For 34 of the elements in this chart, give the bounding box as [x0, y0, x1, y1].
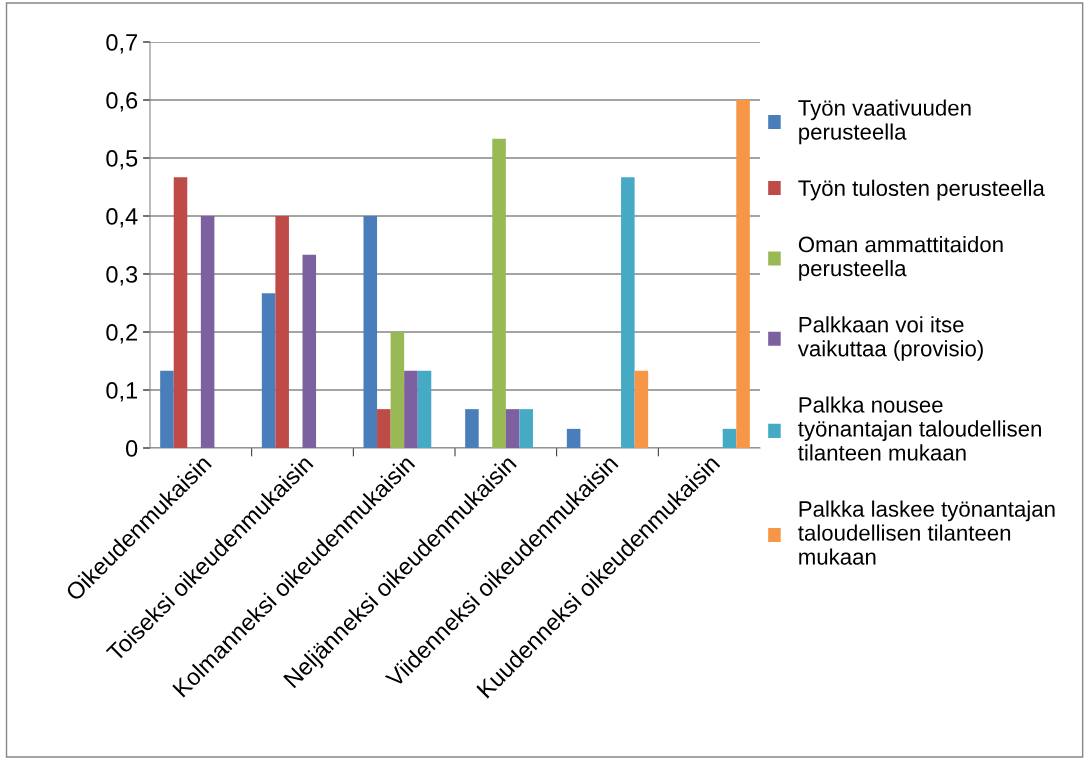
bar: [160, 370, 174, 448]
y-tick-label: 0,5: [106, 150, 138, 170]
bar: [173, 177, 188, 448]
y-tick-label: 0,7: [106, 34, 138, 54]
bar: [722, 428, 737, 448]
bar: [363, 216, 378, 448]
legend-label: Oman ammattitaidon perusteella: [798, 235, 1003, 281]
y-tick-label: 0,2: [106, 324, 138, 344]
bar: [736, 100, 750, 448]
y-tick-label: 0,6: [106, 92, 138, 112]
bar: [566, 428, 581, 448]
y-tick-label: 0,1: [106, 382, 138, 402]
bar: [200, 216, 215, 448]
bar: [634, 370, 649, 448]
legend-label: Palkka laskee työnantajan taloudellisen tilanteen mukaan: [798, 500, 1055, 565]
y-tick-label: 0,3: [106, 266, 138, 286]
bar: [261, 293, 276, 448]
bar: [465, 409, 479, 448]
y-tick-label: 0: [125, 440, 138, 457]
legend-label: Työn tulosten perusteella: [798, 179, 1045, 201]
legend-label: Palkkaan voi itse vaikuttaa (provisio): [797, 316, 983, 361]
legend-label: Palkka nousee työnantajan taloudellisen tilanteen mukaan: [798, 396, 1041, 461]
bar: [404, 370, 418, 448]
bar: [390, 332, 405, 448]
bar: [519, 409, 533, 448]
bar: [377, 409, 391, 448]
legend-label: Työn vaativuuden perusteella: [798, 99, 971, 145]
bar: [621, 177, 635, 448]
bar: [492, 138, 506, 448]
bar: [275, 216, 289, 448]
bar: [417, 370, 432, 448]
bar: [505, 409, 520, 448]
bar: [302, 254, 317, 448]
y-tick-label: 0,4: [106, 208, 138, 228]
